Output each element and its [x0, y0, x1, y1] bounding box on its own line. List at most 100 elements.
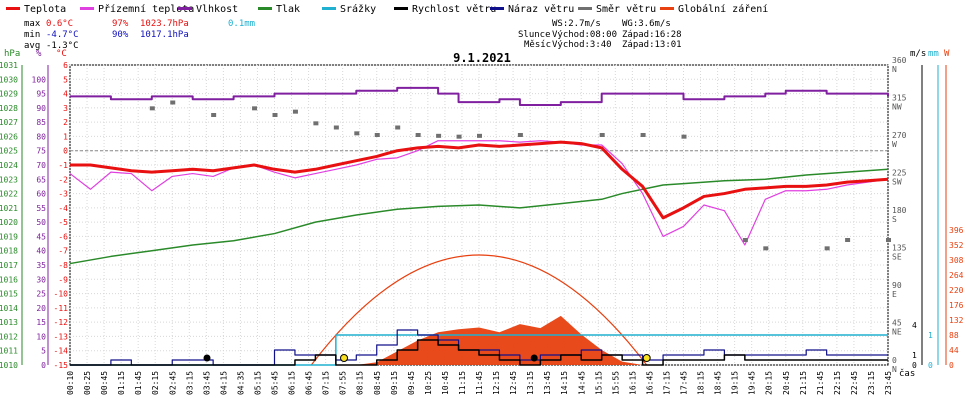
tick-label-direction-degrees: 90: [892, 281, 902, 290]
tick-label-precipitation: 1: [928, 331, 933, 340]
tick-label-pressure: 1013: [0, 318, 18, 327]
x-tick-label: 02:15: [151, 371, 160, 395]
tick-label-pressure: 1031: [0, 61, 18, 70]
x-tick-label: 10:45: [441, 371, 450, 395]
unit-hpa: hPa: [4, 49, 20, 59]
legend-swatch-wind-direction: [578, 7, 592, 10]
tick-label-humidity: 55: [36, 204, 46, 213]
series-wind-direction-point: [170, 100, 176, 105]
x-tick-label: 23:45: [884, 371, 893, 395]
series-wind-direction-point: [886, 238, 891, 242]
legend-label-global-radiation: Globální záření: [678, 3, 768, 15]
tick-label-pressure: 1029: [0, 90, 18, 99]
x-tick-label: 04:35: [236, 371, 245, 395]
x-tick-label: 06:15: [288, 371, 297, 395]
tick-label-radiation: 264: [949, 271, 964, 280]
legend: Teplota Přízemní teplota Vlhkost Tlak Sr…: [6, 3, 768, 15]
astro-wind-speed: WS:2.7m/s: [552, 19, 601, 29]
series-wind-direction-point: [354, 131, 360, 136]
tick-label-pressure: 1016: [0, 275, 18, 284]
tick-label-pressure: 1022: [0, 190, 18, 199]
unit-ms: m/s: [910, 49, 926, 59]
tick-label-pressure: 1023: [0, 175, 18, 184]
series-wind-direction-point: [640, 133, 646, 137]
series-wind-direction-point: [456, 134, 462, 139]
tick-label-radiation: 176: [949, 301, 964, 310]
x-tick-label: 09:45: [407, 371, 416, 395]
unit-celsius: °C: [56, 49, 67, 59]
tick-label-pressure: 1011: [0, 347, 18, 356]
x-tick-label: 12:15: [492, 371, 501, 395]
x-tick-label: 22:15: [833, 371, 842, 395]
tick-label-temperature: 0: [63, 147, 68, 156]
series-temperature-line: [70, 140, 889, 220]
tick-label-humidity: 60: [36, 190, 46, 199]
tick-label-direction-degrees: 180: [892, 206, 907, 215]
tick-label-temperature: -15: [54, 361, 69, 370]
series-wind-direction-point: [824, 246, 830, 251]
tick-label-radiation: 308: [949, 256, 964, 265]
x-tick-label: 03:45: [202, 371, 211, 395]
tick-label-temperature: -3: [58, 190, 68, 199]
legend-item-temperature: Teplota: [6, 4, 66, 15]
sun-set-marker: [642, 354, 651, 362]
tick-label-temperature: -10: [54, 290, 69, 299]
tick-label-pressure: 1027: [0, 118, 18, 127]
legend-item-wind-direction: Směr větru: [578, 3, 656, 15]
tick-label-radiation: 396: [949, 226, 964, 235]
stats-min-temperature: -4.7°C: [46, 30, 79, 40]
moon-set-marker: [530, 354, 538, 362]
legend-label-humidity: Vlhkost: [196, 4, 238, 15]
tick-label-temperature: -14: [54, 347, 69, 356]
x-tick-label: 11:15: [458, 371, 467, 395]
tick-label-humidity: 5: [41, 347, 46, 356]
legend-item-precipitation: Srážky: [322, 3, 376, 15]
tick-label-wind-speed: 1: [912, 351, 917, 360]
tick-label-temperature: 1: [63, 132, 68, 141]
stats-max-humidity: 97%: [112, 19, 129, 29]
x-tick-label: 11:45: [475, 371, 484, 395]
series-wind-direction-point: [763, 246, 769, 251]
tick-label-temperature: -2: [58, 175, 68, 184]
series-wind-direction-point: [436, 133, 442, 138]
legend-item-global-radiation: Globální záření: [660, 3, 768, 15]
series-wind-direction-point: [415, 133, 421, 137]
chart-axes: 1010101110121013101410151016101710181019…: [0, 56, 964, 374]
tick-label-humidity: 50: [36, 218, 46, 227]
tick-label-temperature: 3: [63, 104, 68, 113]
x-tick-label: 08:45: [373, 371, 382, 395]
tick-label-humidity: 95: [36, 90, 46, 99]
tick-label-humidity: 85: [36, 118, 46, 127]
tick-label-direction-cardinal: N: [892, 65, 897, 74]
moon-rise-marker: [203, 354, 211, 362]
tick-label-radiation: 44: [949, 346, 959, 355]
x-tick-label: 00:10: [66, 371, 75, 395]
tick-label-pressure: 1014: [0, 304, 18, 313]
legend-swatch-precipitation: [322, 7, 336, 10]
tick-label-direction-cardinal: SW: [892, 178, 902, 187]
tick-label-temperature: -5: [58, 218, 68, 227]
tick-label-pressure: 1021: [0, 204, 18, 213]
tick-label-pressure: 1012: [0, 332, 18, 341]
series-wind-direction-point: [845, 238, 851, 242]
tick-label-direction-cardinal: NW: [892, 103, 902, 112]
tick-label-radiation: 88: [949, 331, 959, 340]
series-global-radiation-area: [356, 315, 643, 365]
tick-label-temperature: -11: [54, 304, 69, 313]
series-wind-direction-point: [517, 133, 523, 137]
tick-label-pressure: 1026: [0, 132, 18, 141]
tick-label-temperature: 2: [63, 118, 68, 127]
x-tick-label: 23:15: [867, 371, 876, 395]
tick-label-temperature: -7: [58, 247, 68, 256]
tick-label-temperature: -8: [58, 261, 68, 270]
chart-title: 9.1.2021: [453, 51, 511, 65]
series-ground-temperature-line: [69, 140, 889, 246]
astro-moon-rise: Východ:3:40: [552, 40, 612, 50]
x-tick-label: 21:45: [816, 371, 825, 395]
unit-percent: %: [36, 49, 42, 59]
series-wind-direction-point: [313, 121, 319, 126]
chart-marks: [69, 86, 891, 366]
tick-label-humidity: 40: [36, 247, 46, 256]
stats-max-precipitation: 0.1mm: [228, 19, 255, 29]
tick-label-radiation: 352: [949, 241, 964, 250]
